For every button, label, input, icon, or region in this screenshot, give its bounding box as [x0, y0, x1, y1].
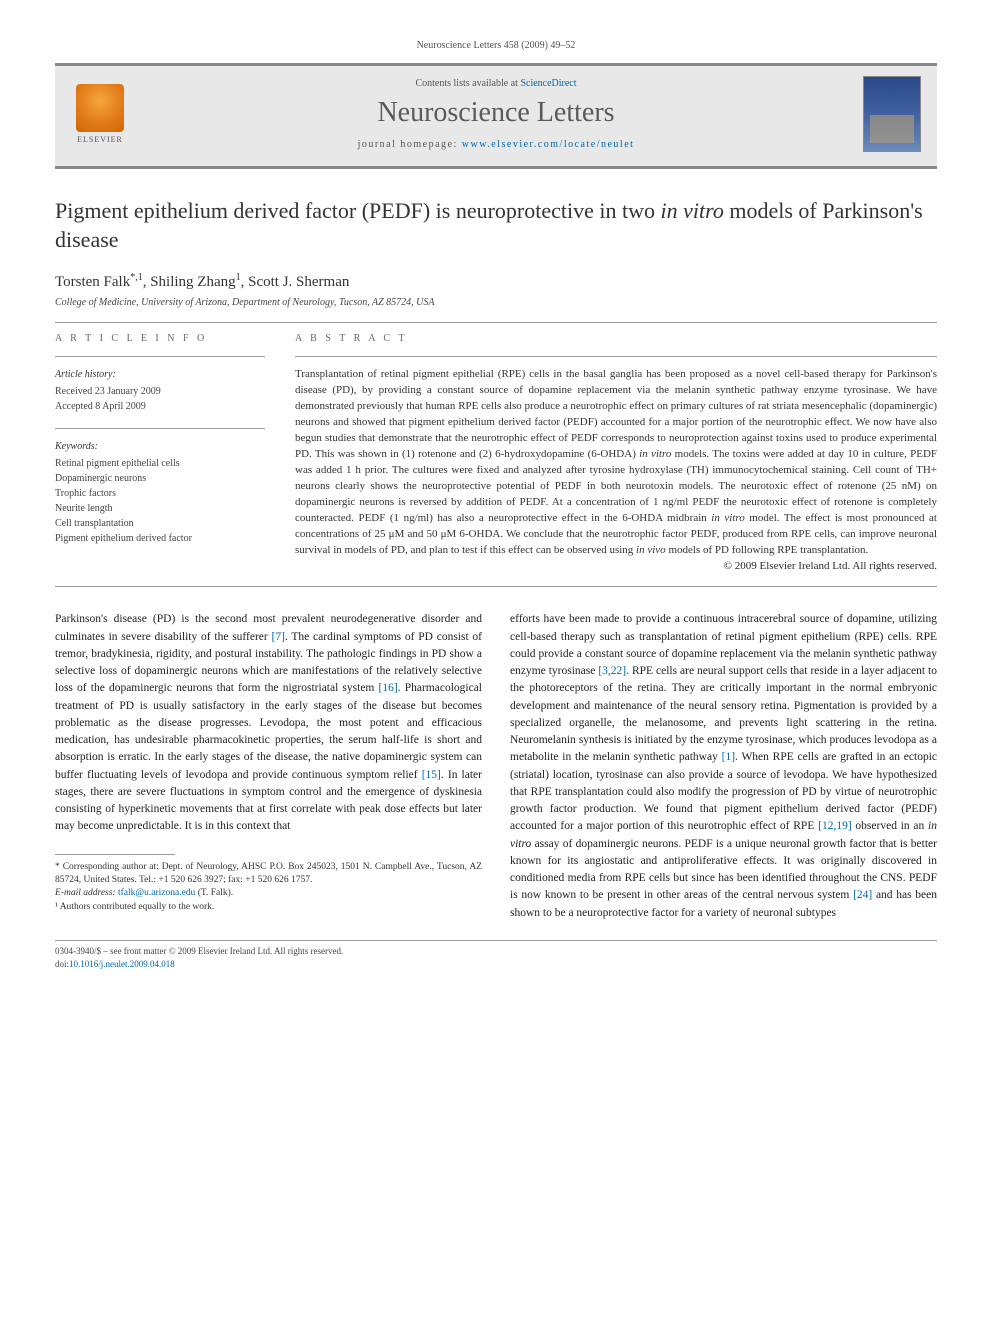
homepage-line: journal homepage: www.elsevier.com/locat… [147, 139, 845, 150]
page-container: Neuroscience Letters 458 (2009) 49–52 EL… [0, 0, 992, 1000]
footnote-rule [55, 854, 175, 855]
affiliation: College of Medicine, University of Arizo… [55, 297, 937, 308]
email-line: E-mail address: tfalk@u.arizona.edu (T. … [55, 887, 482, 900]
body-column-left: Parkinson's disease (PD) is the second m… [55, 611, 482, 922]
article-title: Pigment epithelium derived factor (PEDF)… [55, 197, 937, 254]
banner-center: Contents lists available at ScienceDirec… [147, 78, 845, 150]
divider-keywords [55, 428, 265, 429]
journal-cover-thumbnail [863, 76, 921, 152]
publisher-name: ELSEVIER [77, 135, 123, 144]
email-label: E-mail address: [55, 888, 118, 898]
keywords-label: Keywords: [55, 439, 265, 454]
running-header: Neuroscience Letters 458 (2009) 49–52 [55, 40, 937, 51]
divider-2 [55, 586, 937, 587]
keyword-item: Neurite length [55, 501, 265, 516]
elsevier-tree-icon [76, 84, 124, 132]
corresponding-author: * Corresponding author at: Dept. of Neur… [55, 861, 482, 888]
authors: Torsten Falk*,1, Shiling Zhang1, Scott J… [55, 272, 937, 291]
abstract-text: Transplantation of retinal pigment epith… [295, 367, 937, 558]
homepage-prefix: journal homepage: [358, 139, 462, 150]
article-history-block: Article history: Received 23 January 200… [55, 367, 265, 414]
abstract-column: A B S T R A C T Transplantation of retin… [295, 333, 937, 572]
publisher-logo: ELSEVIER [71, 82, 129, 146]
sciencedirect-link[interactable]: ScienceDirect [520, 78, 576, 89]
history-accepted: Accepted 8 April 2009 [55, 399, 265, 414]
keyword-item: Cell transplantation [55, 516, 265, 531]
keyword-item: Dopaminergic neurons [55, 471, 265, 486]
keyword-item: Trophic factors [55, 486, 265, 501]
abstract-copyright: © 2009 Elsevier Ireland Ltd. All rights … [295, 560, 937, 572]
body-text-left: Parkinson's disease (PD) is the second m… [55, 611, 482, 835]
equal-contribution: ¹ Authors contributed equally to the wor… [55, 901, 482, 914]
meta-abstract-row: A R T I C L E I N F O Article history: R… [55, 333, 937, 572]
homepage-link[interactable]: www.elsevier.com/locate/neulet [462, 139, 635, 150]
body-text-right: efforts have been made to provide a cont… [510, 611, 937, 922]
page-footer: 0304-3940/$ – see front matter © 2009 El… [55, 945, 937, 970]
keyword-item: Retinal pigment epithelial cells [55, 456, 265, 471]
footer-copyright: 0304-3940/$ – see front matter © 2009 El… [55, 945, 937, 958]
email-name: (T. Falk). [195, 888, 233, 898]
article-info-column: A R T I C L E I N F O Article history: R… [55, 333, 265, 572]
email-link[interactable]: tfalk@u.arizona.edu [118, 888, 195, 898]
footer-rule [55, 940, 937, 941]
footnotes: * Corresponding author at: Dept. of Neur… [55, 861, 482, 914]
history-received: Received 23 January 2009 [55, 384, 265, 399]
footer-doi-line: doi:10.1016/j.neulet.2009.04.018 [55, 958, 937, 971]
abstract-heading: A B S T R A C T [295, 333, 937, 344]
history-label: Article history: [55, 367, 265, 382]
keyword-item: Pigment epithelium derived factor [55, 531, 265, 546]
keywords-block: Keywords: Retinal pigment epithelial cel… [55, 439, 265, 546]
header-bottom-bar [55, 166, 937, 169]
doi-label: doi: [55, 959, 69, 969]
divider-info [55, 356, 265, 357]
doi-link[interactable]: 10.1016/j.neulet.2009.04.018 [69, 959, 175, 969]
contents-prefix: Contents lists available at [415, 78, 520, 89]
journal-name: Neuroscience Letters [147, 97, 845, 129]
divider-abstract [295, 356, 937, 357]
divider-1 [55, 322, 937, 323]
contents-line: Contents lists available at ScienceDirec… [147, 78, 845, 89]
journal-banner: ELSEVIER Contents lists available at Sci… [55, 66, 937, 166]
article-info-heading: A R T I C L E I N F O [55, 333, 265, 344]
body-columns: Parkinson's disease (PD) is the second m… [55, 611, 937, 922]
body-column-right: efforts have been made to provide a cont… [510, 611, 937, 922]
